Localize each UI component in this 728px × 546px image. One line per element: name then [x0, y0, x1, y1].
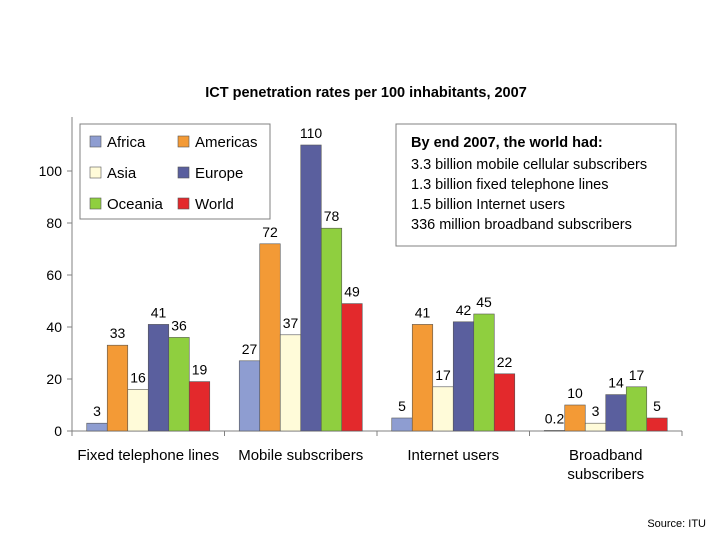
- data-label: 17: [629, 367, 645, 383]
- legend-label-asia: Asia: [107, 165, 137, 182]
- category-label: Internet users: [407, 447, 499, 464]
- data-label: 3: [592, 403, 600, 419]
- bar-africa: [238, 360, 261, 432]
- annotation-box: [395, 123, 677, 247]
- category-label: subscribers: [567, 466, 644, 483]
- annotation-line: 1.5 billion Internet users: [411, 197, 565, 213]
- data-label: 10: [567, 385, 583, 401]
- bar-africa: [543, 430, 566, 432]
- legend-swatch-asia: [89, 166, 102, 179]
- y-tick-label: 40: [46, 319, 62, 335]
- data-label: 5: [653, 398, 661, 414]
- bar-world: [493, 373, 516, 432]
- bar-americas: [411, 324, 434, 432]
- data-label: 22: [497, 354, 513, 370]
- y-tick-label: 20: [46, 371, 62, 387]
- data-label: 33: [110, 325, 126, 341]
- data-label: 5: [398, 398, 406, 414]
- bar-oceania: [320, 227, 343, 432]
- legend-swatch-europe: [177, 166, 190, 179]
- bar-world: [646, 417, 668, 432]
- data-label: 27: [242, 341, 258, 357]
- legend-label-africa: Africa: [107, 134, 146, 151]
- bar-oceania: [168, 337, 190, 432]
- data-label: 42: [456, 302, 472, 318]
- data-label: 41: [415, 304, 431, 320]
- data-label: 14: [608, 375, 624, 391]
- data-label: 78: [324, 208, 340, 224]
- legend-box: [79, 123, 271, 220]
- data-label: 3: [93, 403, 101, 419]
- bar-americas: [106, 344, 129, 432]
- bar-oceania: [625, 386, 648, 432]
- bar-europe: [300, 144, 322, 432]
- bar-asia: [279, 334, 302, 432]
- data-label: 45: [476, 294, 492, 310]
- category-label: Mobile subscribers: [238, 447, 363, 464]
- legend-label-oceania: Oceania: [107, 196, 164, 213]
- data-label: 72: [262, 224, 278, 240]
- data-label: 36: [171, 317, 187, 333]
- legend-label-europe: Europe: [195, 165, 243, 182]
- category-label: Fixed telephone lines: [77, 447, 219, 464]
- bar-world: [341, 303, 363, 432]
- legend-label-americas: Americas: [195, 134, 258, 151]
- legend-swatch-oceania: [89, 197, 102, 210]
- y-tick-label: 0: [54, 423, 62, 439]
- data-label: 17: [435, 367, 451, 383]
- bar-asia: [127, 389, 149, 432]
- legend-swatch-world: [177, 197, 190, 210]
- bar-asia: [432, 386, 454, 432]
- annotation-title: By end 2007, the world had:: [411, 135, 603, 151]
- y-tick-label: 100: [39, 163, 63, 179]
- legend-swatch-africa: [89, 135, 102, 148]
- bar-world: [188, 381, 211, 432]
- data-label: 37: [283, 315, 299, 331]
- bar-americas: [564, 404, 586, 432]
- legend-label-world: World: [195, 196, 234, 213]
- data-label: 110: [300, 125, 323, 141]
- y-tick-label: 80: [46, 215, 62, 231]
- data-label: 41: [151, 304, 167, 320]
- legend-swatch-americas: [177, 135, 190, 148]
- source-note: Source: ITU: [647, 518, 706, 530]
- bar-europe: [452, 321, 475, 432]
- data-label: 16: [130, 369, 146, 385]
- y-tick-label: 60: [46, 267, 62, 283]
- data-label: 19: [192, 362, 208, 378]
- annotation-line: 1.3 billion fixed telephone lines: [411, 177, 609, 193]
- chart-title: ICT penetration rates per 100 inhabitant…: [205, 85, 527, 101]
- annotation-line: 3.3 billion mobile cellular subscribers: [411, 157, 647, 173]
- bar-americas: [259, 243, 281, 432]
- bar-europe: [147, 324, 170, 432]
- data-label: 0.2: [545, 410, 565, 426]
- data-label: 49: [344, 284, 360, 300]
- bar-oceania: [473, 313, 495, 432]
- bar-asia: [584, 422, 607, 432]
- bar-africa: [86, 422, 108, 432]
- annotation-line: 336 million broadband subscribers: [411, 217, 632, 233]
- bar-africa: [391, 417, 413, 432]
- category-label: Broadband: [569, 447, 642, 464]
- bar-europe: [605, 394, 627, 432]
